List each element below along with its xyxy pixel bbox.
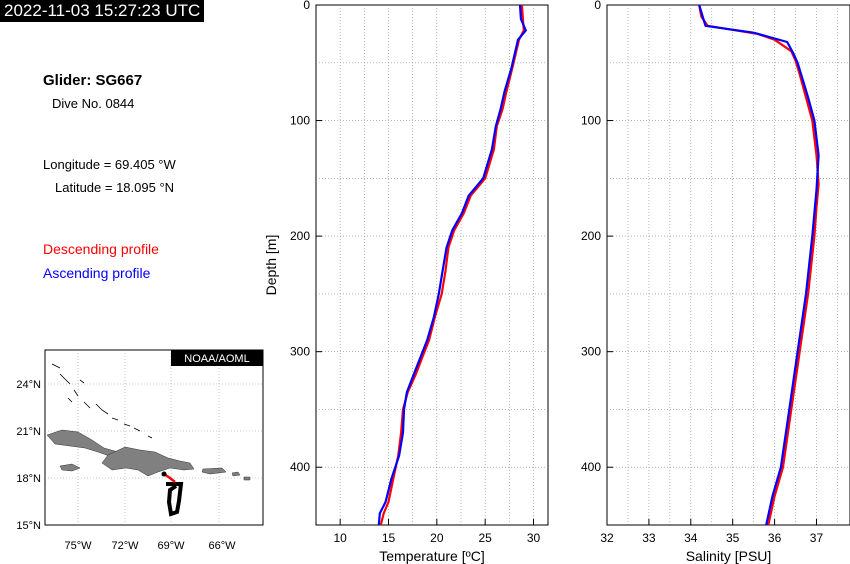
map-lon-tick: 66°W	[208, 540, 236, 552]
y-tick-label: 0	[303, 0, 310, 12]
glider-title: Glider: SG667	[43, 72, 143, 89]
y-tick-label: 200	[290, 229, 310, 243]
x-tick-label: 33	[642, 531, 656, 545]
ascending-profile-line	[698, 4, 820, 526]
y-tick-label: 200	[581, 229, 601, 243]
plot-frame	[606, 4, 850, 526]
y-tick-label: 100	[290, 114, 310, 128]
plot-frame	[315, 4, 549, 526]
dive-number: Dive No. 0844	[52, 96, 135, 111]
x-tick-label: 35	[726, 531, 740, 545]
ascending-profile-line	[377, 4, 527, 526]
x-tick-label: 30	[527, 531, 541, 545]
map-lat-tick: 21°N	[16, 426, 41, 438]
y-tick-label: 100	[581, 114, 601, 128]
x-tick-label: 36	[768, 531, 782, 545]
x-tick-label: 37	[810, 531, 824, 545]
latitude-readout: Latitude = 18.095 °N	[55, 180, 175, 195]
map-lon-tick: 72°W	[111, 540, 139, 552]
x-axis-label: Salinity [PSU]	[686, 548, 772, 564]
y-tick-label: 300	[290, 345, 310, 359]
y-axis-label: Depth [m]	[263, 235, 279, 296]
x-tick-label: 20	[430, 531, 444, 545]
descending-legend: Descending profile	[43, 241, 159, 257]
map-lat-tick: 24°N	[16, 379, 41, 391]
timestamp: 2022-11-03 15:27:23 UTC	[0, 0, 205, 22]
map-lat-tick: 15°N	[16, 520, 41, 532]
y-tick-label: 0	[594, 0, 601, 12]
x-axis-label: Temperature [ºC]	[379, 548, 485, 564]
x-tick-label: 32	[600, 531, 614, 545]
y-tick-label: 300	[581, 345, 601, 359]
descending-profile-line	[379, 4, 525, 526]
y-tick-label: 400	[290, 460, 310, 474]
x-tick-label: 34	[684, 531, 698, 545]
y-tick-label: 400	[581, 460, 601, 474]
x-tick-label: 15	[382, 531, 396, 545]
longitude-readout: Longitude = 69.405 °W	[43, 157, 176, 172]
map-lon-tick: 69°W	[157, 540, 185, 552]
map-lon-tick: 75°W	[64, 540, 92, 552]
ascending-legend: Ascending profile	[43, 265, 151, 281]
location-map: NOAA/AOML 24°N 21°N 18°N 15°N 75°W 72°W …	[16, 349, 264, 552]
x-tick-label: 25	[478, 531, 492, 545]
salinity-chart: 32 33 34 35 36 37 0 100 200 300 400 Salinity [PSU]	[581, 0, 850, 564]
map-badge: NOAA/AOML	[184, 353, 249, 365]
map-lat-tick: 18°N	[16, 473, 41, 485]
x-tick-label: 10	[333, 531, 347, 545]
